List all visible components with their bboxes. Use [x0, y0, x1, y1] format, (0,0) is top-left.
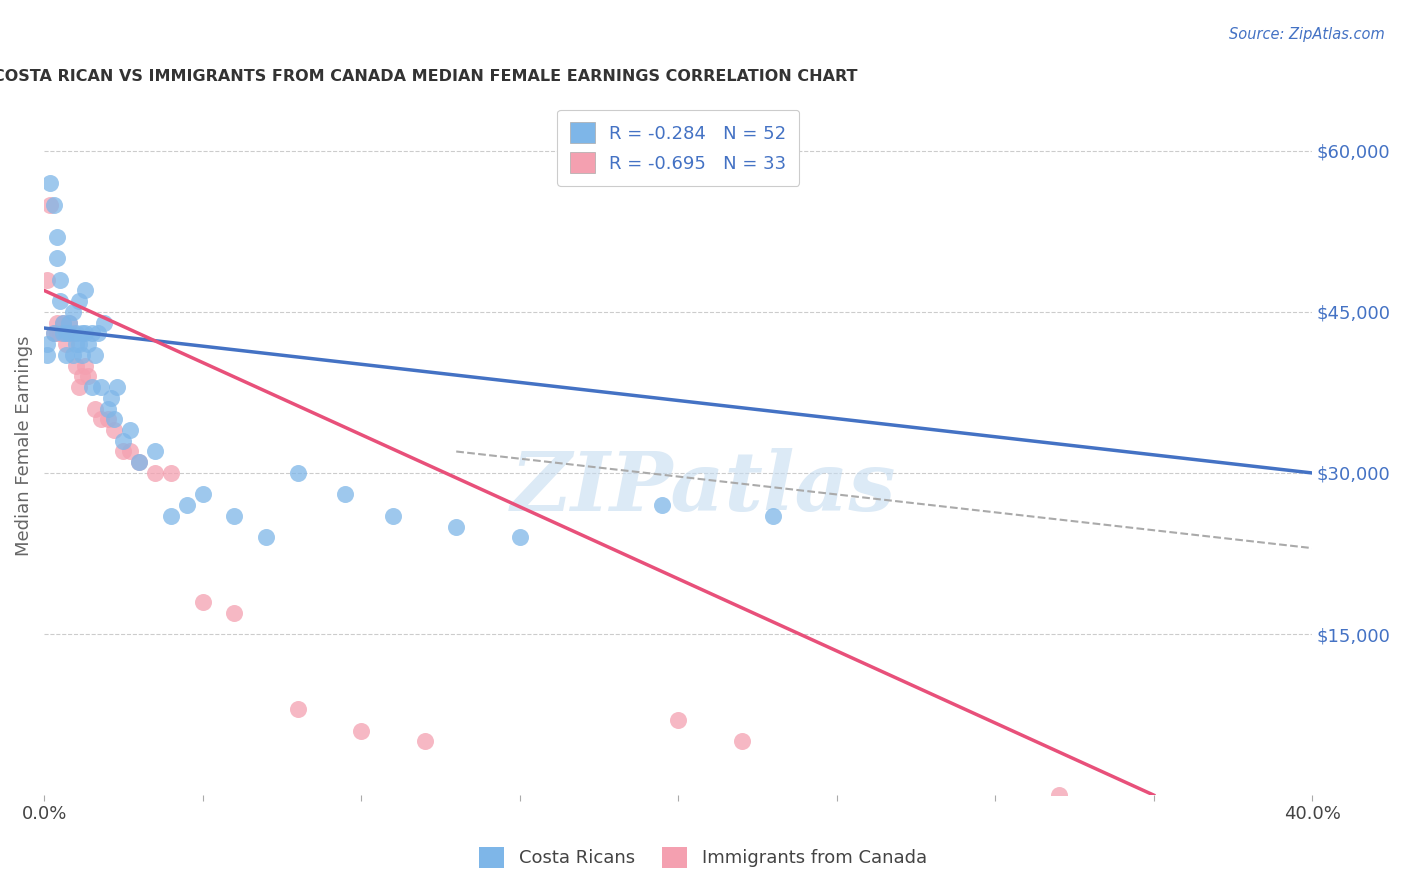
Point — [83, 348, 105, 362]
Point — [65, 359, 87, 373]
Point — [381, 508, 404, 523]
Point — [45, 252, 67, 266]
Point — [224, 508, 246, 523]
Point — [444, 519, 467, 533]
Point — [45, 229, 67, 244]
Point — [350, 723, 373, 738]
Point — [65, 337, 87, 351]
Point — [55, 326, 77, 341]
Point — [77, 337, 100, 351]
Point — [55, 348, 77, 362]
Point — [37, 337, 59, 351]
Point — [58, 316, 80, 330]
Point — [112, 444, 135, 458]
Point — [42, 326, 65, 341]
Point — [191, 487, 214, 501]
Point — [254, 530, 277, 544]
Point — [62, 305, 84, 319]
Point — [67, 337, 90, 351]
Point — [90, 412, 112, 426]
Point — [52, 316, 75, 330]
Legend: Costa Ricans, Immigrants from Canada: Costa Ricans, Immigrants from Canada — [468, 836, 938, 879]
Point — [67, 380, 90, 394]
Point — [287, 466, 309, 480]
Point — [118, 444, 141, 458]
Point — [49, 326, 72, 341]
Point — [70, 326, 93, 341]
Point — [224, 606, 246, 620]
Point — [762, 508, 785, 523]
Point — [651, 498, 673, 512]
Point — [83, 401, 105, 416]
Point — [42, 197, 65, 211]
Point — [112, 434, 135, 448]
Point — [118, 423, 141, 437]
Point — [143, 444, 166, 458]
Point — [105, 380, 128, 394]
Point — [45, 326, 67, 341]
Point — [103, 412, 125, 426]
Point — [335, 487, 357, 501]
Point — [413, 734, 436, 748]
Point — [93, 316, 115, 330]
Point — [75, 284, 97, 298]
Point — [87, 326, 110, 341]
Point — [45, 316, 67, 330]
Point — [1047, 788, 1070, 802]
Point — [62, 348, 84, 362]
Point — [52, 316, 75, 330]
Point — [80, 380, 103, 394]
Point — [49, 294, 72, 309]
Point — [128, 455, 150, 469]
Point — [666, 713, 689, 727]
Point — [730, 734, 752, 748]
Point — [160, 466, 183, 480]
Point — [67, 294, 90, 309]
Legend: R = -0.284   N = 52, R = -0.695   N = 33: R = -0.284 N = 52, R = -0.695 N = 33 — [557, 110, 799, 186]
Point — [128, 455, 150, 469]
Point — [70, 348, 93, 362]
Point — [287, 702, 309, 716]
Point — [37, 273, 59, 287]
Point — [96, 401, 118, 416]
Point — [42, 326, 65, 341]
Point — [58, 316, 80, 330]
Point — [62, 326, 84, 341]
Point — [191, 595, 214, 609]
Point — [100, 391, 122, 405]
Point — [75, 359, 97, 373]
Point — [75, 326, 97, 341]
Text: COSTA RICAN VS IMMIGRANTS FROM CANADA MEDIAN FEMALE EARNINGS CORRELATION CHART: COSTA RICAN VS IMMIGRANTS FROM CANADA ME… — [0, 69, 858, 84]
Text: ZIPatlas: ZIPatlas — [510, 448, 896, 528]
Point — [509, 530, 531, 544]
Point — [70, 369, 93, 384]
Point — [176, 498, 198, 512]
Point — [58, 326, 80, 341]
Point — [90, 380, 112, 394]
Point — [80, 326, 103, 341]
Point — [52, 326, 75, 341]
Point — [143, 466, 166, 480]
Point — [65, 326, 87, 341]
Point — [49, 273, 72, 287]
Point — [103, 423, 125, 437]
Point — [160, 508, 183, 523]
Point — [39, 176, 62, 190]
Point — [37, 348, 59, 362]
Point — [39, 197, 62, 211]
Y-axis label: Median Female Earnings: Median Female Earnings — [15, 336, 32, 557]
Text: Source: ZipAtlas.com: Source: ZipAtlas.com — [1229, 27, 1385, 42]
Point — [55, 337, 77, 351]
Point — [77, 369, 100, 384]
Point — [55, 326, 77, 341]
Point — [96, 412, 118, 426]
